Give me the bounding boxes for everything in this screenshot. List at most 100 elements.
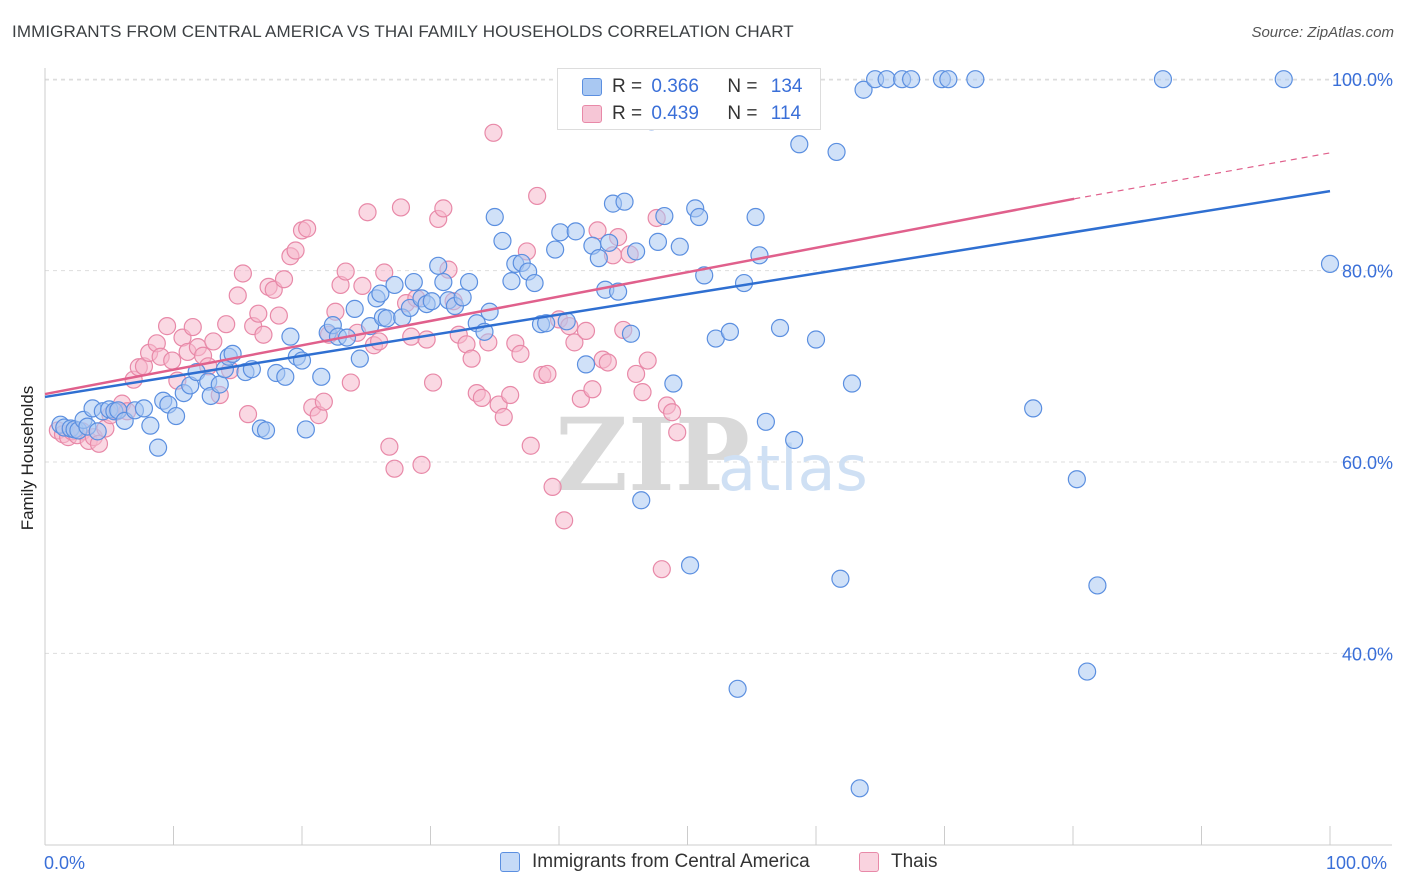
point-central-america [350,349,369,368]
point-central-america [422,292,441,311]
point-thais [576,321,596,340]
point-central-america [1088,576,1107,595]
x-tick-max: 100.0% [1326,853,1388,873]
trend-line-thais [44,197,1075,396]
chart-title: IMMIGRANTS FROM CENTRAL AMERICA VS THAI … [12,22,794,41]
point-thais [528,186,547,206]
point-thais [652,560,671,579]
watermark: ZIP atlas [555,396,868,514]
point-central-america [790,135,809,154]
point-central-america [576,355,596,374]
watermark-zip: ZIP [555,396,750,514]
point-thais [233,264,252,283]
point-central-america [429,256,448,275]
n-value: 134 [770,76,803,97]
n-label: N = [727,76,758,97]
point-thais [543,477,562,496]
point-central-america [134,399,154,418]
point-central-america [600,233,619,252]
point-central-america [493,231,512,251]
point-central-america [485,207,504,227]
point-thais [633,383,652,402]
point-central-america [296,420,315,439]
point-central-america [756,412,775,431]
point-thais [238,405,258,424]
point-central-america [655,206,674,226]
point-thais [254,325,273,344]
point-thais [183,317,202,337]
point-thais [565,333,584,352]
point-central-america [632,491,651,510]
point-thais [434,199,453,218]
point-central-america [664,374,683,393]
point-thais [163,351,182,370]
point-thais [274,270,294,289]
point-central-america [453,288,472,307]
point-central-america [695,266,714,285]
stats-row-central-america: R = 0.366 N = 134 [582,75,802,99]
point-central-america [551,223,570,242]
point-central-america [1153,70,1173,89]
point-thais [217,315,236,334]
point-central-america [785,430,804,450]
y-tick-label: 100.0% [1332,70,1393,90]
point-central-america [770,318,790,338]
point-thais [501,385,520,405]
swatch-central-america [582,78,602,96]
legend-label-thais: Thais [891,851,938,872]
point-central-america [621,324,641,343]
point-central-america [537,314,556,333]
y-tick-labels: 40.0% 60.0% 80.0% 100.0% [1332,70,1393,664]
point-central-america [720,322,740,341]
point-central-america [345,299,364,318]
point-thais [353,276,372,296]
point-central-america [377,309,396,328]
point-central-america [281,327,300,346]
r-label: R = [612,76,643,97]
point-central-america [385,275,404,295]
point-central-america [371,284,390,303]
trend-line-central-america [44,189,1331,399]
point-thais [598,353,617,372]
bottom-legend: Immigrants from Central America Thais [0,851,1406,879]
point-central-america [459,272,479,292]
point-central-america [626,242,646,261]
point-thais [375,263,394,282]
point-thais [484,123,503,142]
point-thais [385,459,404,478]
point-thais [417,330,436,349]
series-central-america [51,70,1340,798]
y-tick-label: 40.0% [1342,644,1393,664]
point-central-america [842,374,862,393]
point-central-america [854,80,873,99]
point-central-america [689,207,709,227]
point-thais [462,349,481,368]
point-central-america [1067,470,1086,489]
point-central-america [831,569,850,588]
point-central-america [525,273,544,293]
point-central-america [670,237,689,256]
point-central-america [141,416,160,435]
y-tick-label: 80.0% [1342,262,1393,282]
point-thais [157,317,177,336]
point-thais [380,437,399,456]
source-label: Source: ZipAtlas.com [1251,24,1394,41]
point-central-america [434,272,453,292]
point-thais [269,306,288,325]
point-thais [358,203,377,222]
point-central-america [546,240,565,259]
point-central-america [148,438,168,457]
point-central-america [901,70,921,89]
n-value: 114 [770,103,802,124]
point-central-america [566,222,585,241]
n-label: N = [727,103,758,124]
r-value: 0.439 [651,103,699,124]
point-central-america [750,246,769,265]
swatch-thais [582,105,602,123]
point-thais [662,403,682,422]
point-central-america [806,330,826,349]
point-central-america [312,367,331,386]
point-thais [626,364,646,384]
r-value: 0.366 [651,76,699,97]
stats-legend: R = 0.366 N = 134 R = 0.439 N = 114 [557,68,821,130]
